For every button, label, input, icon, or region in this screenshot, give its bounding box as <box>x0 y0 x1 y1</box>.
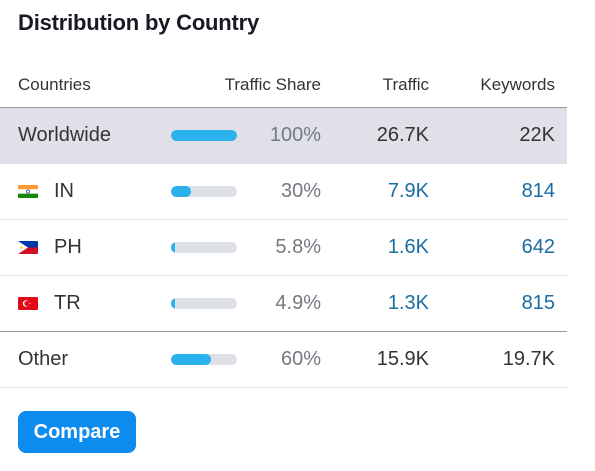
traffic-link[interactable]: 1.6K <box>387 236 429 258</box>
country-cell: PH <box>18 236 82 259</box>
compare-button[interactable]: Compare <box>18 411 136 453</box>
table-header: Countries Traffic Share Traffic Keywords <box>0 62 567 108</box>
table-row-ph[interactable]: PH 5.8% 1.6K 642 <box>0 220 567 276</box>
table-row-other: Other 60% 15.9K 19.7K <box>0 332 567 388</box>
traffic-share-value: 100% <box>269 124 321 146</box>
keywords-link[interactable]: 814 <box>521 180 555 202</box>
column-header-keywords: Keywords <box>480 75 555 94</box>
widget-title: Distribution by Country <box>18 10 260 35</box>
table-row-tr[interactable]: TR 4.9% 1.3K 815 <box>0 276 567 332</box>
traffic-share-value: 30% <box>280 180 321 202</box>
keywords-link[interactable]: 642 <box>521 236 555 258</box>
traffic-share-bar <box>171 298 237 309</box>
country-cell: Other <box>18 348 68 371</box>
column-header-countries: Countries <box>18 75 91 94</box>
traffic-value: 15.9K <box>376 348 429 370</box>
table-row-worldwide: Worldwide 100% 26.7K 22K <box>0 108 567 164</box>
country-distribution-table: Countries Traffic Share Traffic Keywords… <box>0 62 567 388</box>
country-name: IN <box>54 180 74 202</box>
traffic-share-value: 5.8% <box>275 236 321 258</box>
traffic-share-bar-fill <box>171 130 237 141</box>
table-row-in[interactable]: IN 30% 7.9K 814 <box>0 164 567 220</box>
traffic-share-bar <box>171 130 237 141</box>
keywords-value: 19.7K <box>502 348 555 370</box>
country-name: TR <box>54 292 81 314</box>
traffic-share-bar <box>171 242 237 253</box>
traffic-share-bar-fill <box>171 242 175 253</box>
keywords-value: 22K <box>519 124 555 146</box>
traffic-share-bar <box>171 186 237 197</box>
traffic-share-bar-fill <box>171 186 191 197</box>
traffic-share-bar-fill <box>171 354 211 365</box>
keywords-link[interactable]: 815 <box>521 292 555 314</box>
country-cell: IN <box>18 180 74 203</box>
traffic-link[interactable]: 7.9K <box>387 180 429 202</box>
traffic-value: 26.7K <box>376 124 429 146</box>
column-header-traffic: Traffic <box>382 75 429 94</box>
traffic-share-bar <box>171 354 237 365</box>
india-flag-icon <box>18 185 38 198</box>
philippines-flag-icon <box>18 241 38 254</box>
country-name: Other <box>18 348 69 370</box>
traffic-link[interactable]: 1.3K <box>387 292 429 314</box>
country-name: Worldwide <box>18 124 111 146</box>
turkey-flag-icon <box>18 297 38 310</box>
traffic-share-value: 4.9% <box>275 292 321 314</box>
traffic-share-value: 60% <box>280 348 321 370</box>
column-header-traffic-share: Traffic Share <box>224 75 321 94</box>
country-cell: TR <box>18 292 81 315</box>
country-name: PH <box>54 236 82 258</box>
traffic-share-bar-fill <box>171 298 175 309</box>
country-cell: Worldwide <box>18 124 111 147</box>
